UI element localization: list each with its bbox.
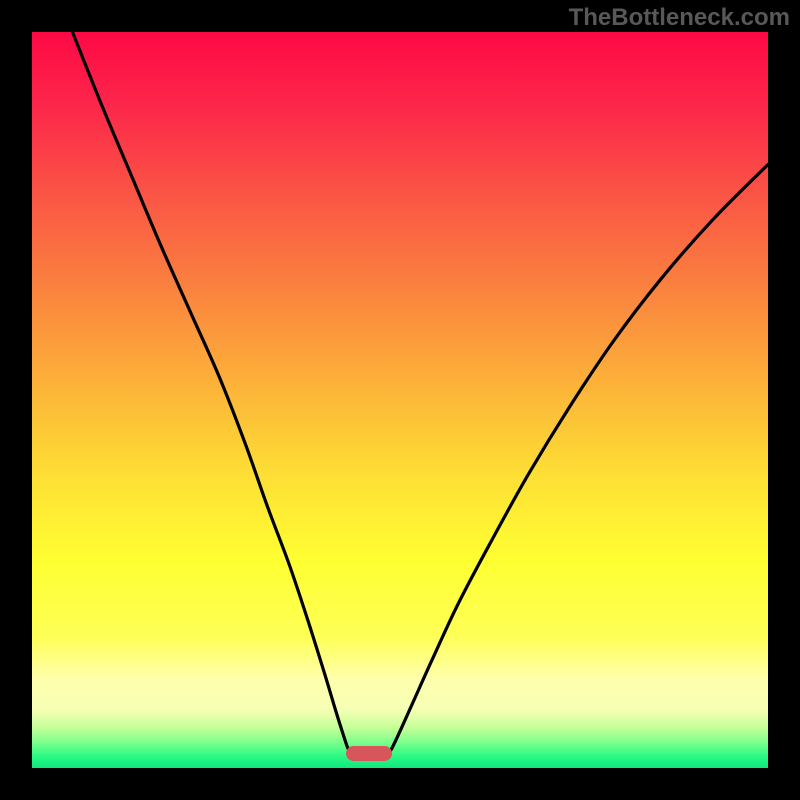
plot-area — [32, 32, 768, 768]
watermark-text: TheBottleneck.com — [569, 4, 790, 32]
chart-container: TheBottleneck.com — [0, 0, 800, 800]
bottleneck-curve — [32, 32, 768, 768]
curve-right-branch — [385, 164, 768, 756]
optimal-marker — [346, 746, 392, 761]
curve-left-branch — [72, 32, 353, 757]
